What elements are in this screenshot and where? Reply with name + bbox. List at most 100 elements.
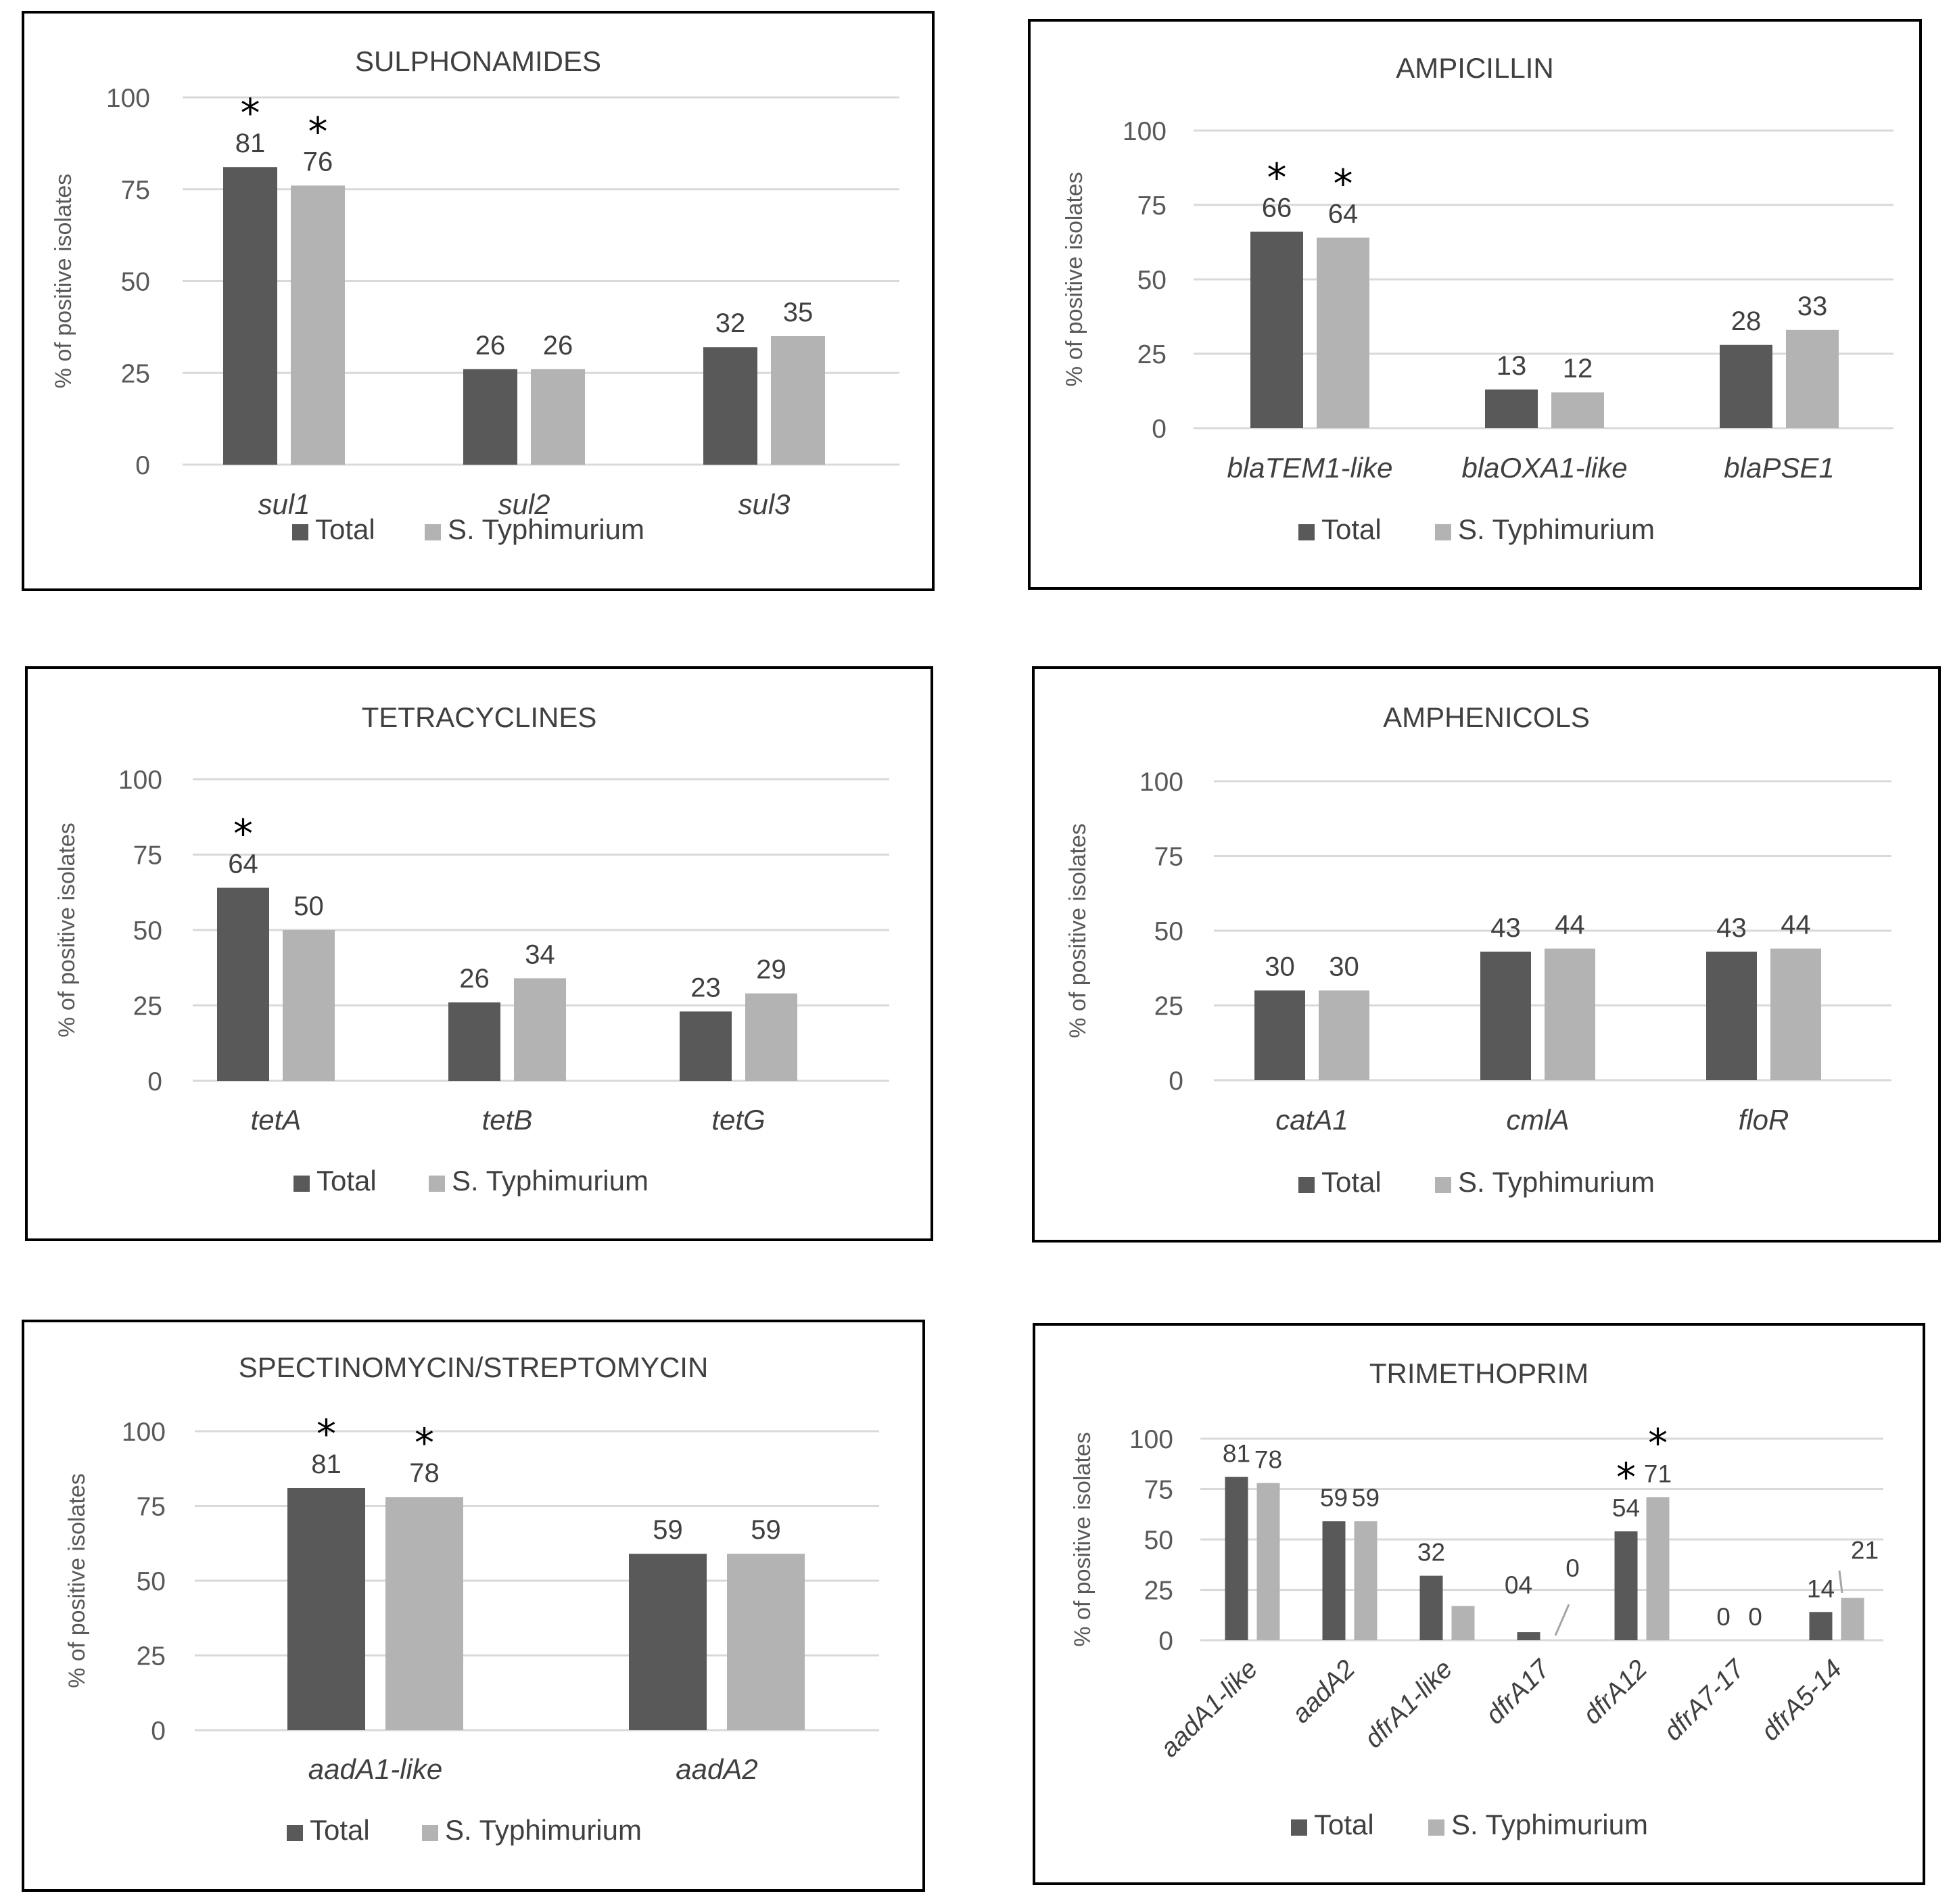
y-tick-label: 100 (1123, 117, 1167, 146)
bar-total (448, 1002, 500, 1081)
bar-typhimurium (1841, 1598, 1864, 1640)
category-label: dfrA7-17 (1658, 1654, 1751, 1746)
data-label: 26 (459, 964, 490, 994)
y-tick-label: 100 (1139, 768, 1183, 797)
data-label: 04 (1505, 1571, 1532, 1599)
category-label: cmlA (1506, 1104, 1569, 1136)
bar-typhimurium (1786, 329, 1839, 428)
chart-title: SPECTINOMYCIN/STREPTOMYCIN (239, 1351, 709, 1383)
legend-label-total: Total (1321, 1166, 1382, 1198)
bar-total (463, 369, 517, 465)
category-label: catA1 (1275, 1104, 1348, 1136)
y-tick-label: 0 (1158, 1627, 1173, 1656)
y-tick-label: 25 (1137, 340, 1167, 369)
panel-border (1028, 19, 1922, 590)
data-label: 64 (1328, 199, 1359, 229)
y-tick-label: 100 (122, 1418, 166, 1447)
data-label: 28 (1731, 306, 1762, 336)
data-label: 30 (1265, 952, 1295, 981)
significance-star: * (415, 1420, 434, 1466)
panel-border (1033, 1323, 1925, 1885)
chart-title: SULPHONAMIDES (355, 45, 601, 77)
category-label: sul3 (738, 488, 790, 520)
bar-typhimurium (283, 930, 335, 1081)
y-tick-label: 75 (121, 176, 150, 205)
chart-title: TETRACYCLINES (362, 701, 597, 733)
bar-total (217, 887, 269, 1081)
y-axis-label: % of positive isolates (54, 822, 80, 1038)
data-label: 0 (1566, 1554, 1580, 1582)
bar-total (703, 347, 757, 465)
data-label: 71 (1644, 1460, 1672, 1487)
category-label: aadA1-like (308, 1753, 442, 1785)
legend-swatch-typhimurium (1435, 1177, 1451, 1193)
data-label: 12 (1563, 354, 1593, 384)
chart-panel-4: AMPHENICOLS 0 25 50 75 100 % of positive isola… (1032, 666, 1941, 1243)
data-label: 43 (1490, 913, 1521, 943)
legend-swatch-total (1298, 524, 1315, 540)
legend-label-typhimurium: S. Typhimurium (1451, 1809, 1648, 1840)
category-label: blaTEM1-like (1227, 452, 1392, 484)
y-tick-label: 0 (151, 1717, 166, 1746)
bar-total (629, 1554, 707, 1730)
data-label: 26 (475, 331, 506, 361)
data-label: 66 (1262, 193, 1292, 223)
y-tick-label: 25 (133, 992, 162, 1021)
category-label: blaPSE1 (1724, 452, 1834, 484)
category-label: dfrA12 (1578, 1654, 1653, 1730)
data-label: 30 (1329, 952, 1359, 981)
category-label: tetA (251, 1104, 302, 1136)
legend-label-total: Total (316, 1165, 377, 1197)
data-label: 0 (1716, 1603, 1731, 1631)
bar-typhimurium (1319, 990, 1369, 1080)
bar-typhimurium (514, 978, 566, 1081)
y-tick-label: 50 (133, 916, 162, 946)
y-tick-label: 75 (1154, 843, 1183, 872)
category-label: sul1 (258, 488, 310, 520)
legend-swatch-total (1291, 1819, 1307, 1836)
bar-total (680, 1011, 732, 1081)
data-label: 34 (525, 939, 555, 969)
significance-star: * (241, 90, 260, 136)
bar-total (1322, 1521, 1346, 1640)
bar-total (1254, 990, 1305, 1080)
legend-label-total: Total (310, 1814, 370, 1846)
legend-label-total: Total (315, 513, 375, 545)
significance-star: * (1267, 155, 1287, 201)
panel-border (1032, 666, 1941, 1243)
y-tick-label: 25 (1144, 1577, 1173, 1606)
legend-label-typhimurium: S. Typhimurium (448, 513, 644, 545)
legend-swatch-total (287, 1825, 303, 1841)
bar-typhimurium (771, 335, 825, 465)
chart-panel-2: AMPICILLIN 0 25 50 75 100 % of positive isolat… (1028, 19, 1922, 590)
bar-total (223, 167, 277, 465)
chart-title: AMPHENICOLS (1383, 701, 1590, 733)
y-axis-label: % of positive isolates (64, 1473, 90, 1688)
data-label: 29 (756, 955, 786, 985)
y-tick-label: 75 (1144, 1476, 1173, 1505)
legend-swatch-typhimurium (1435, 524, 1451, 540)
category-label: aadA2 (1286, 1654, 1361, 1729)
legend-swatch-typhimurium (422, 1825, 438, 1841)
bar-typhimurium (1256, 1483, 1280, 1640)
data-label: 13 (1497, 351, 1527, 381)
y-axis-label: % of positive isolates (1062, 172, 1087, 387)
y-tick-label: 0 (1152, 415, 1167, 444)
bar-typhimurium (1354, 1521, 1378, 1640)
data-label: 78 (1254, 1446, 1282, 1474)
legend-label-typhimurium: S. Typhimurium (452, 1165, 649, 1197)
legend-swatch-total (1298, 1177, 1315, 1193)
legend-label-typhimurium: S. Typhimurium (1458, 513, 1655, 545)
leader-line (1838, 1570, 1843, 1594)
significance-star: * (1648, 1420, 1668, 1466)
y-tick-label: 100 (1129, 1425, 1173, 1454)
y-axis-label: % of positive isolates (51, 174, 76, 389)
data-label: 59 (751, 1515, 781, 1545)
significance-star: * (1334, 160, 1353, 206)
data-label: 59 (1352, 1484, 1380, 1512)
data-label: 43 (1716, 913, 1747, 943)
data-label: 81 (1223, 1440, 1250, 1468)
data-label: 32 (715, 308, 746, 338)
y-tick-label: 50 (121, 268, 150, 297)
